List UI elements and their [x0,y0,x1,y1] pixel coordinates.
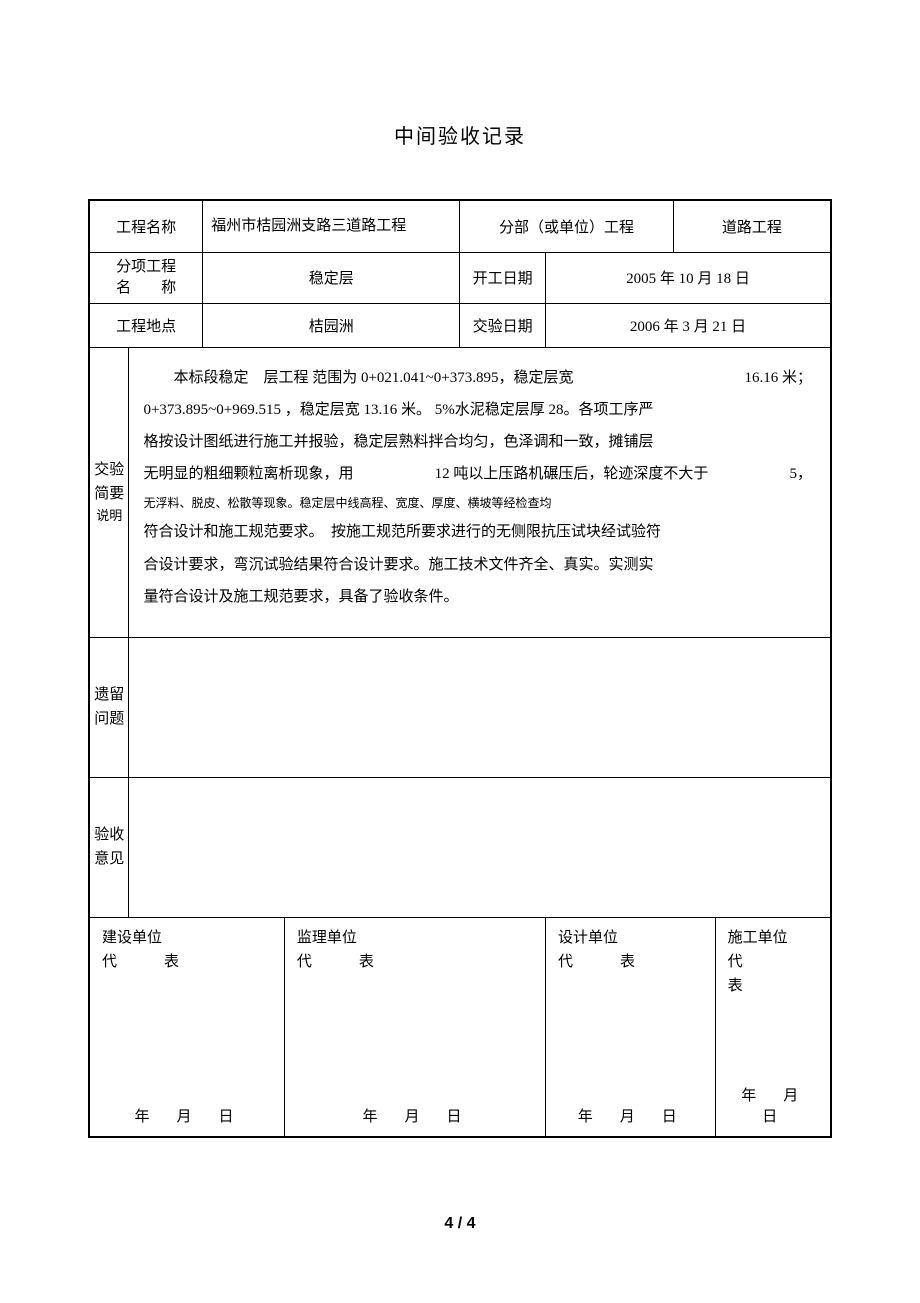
label-inspect-date: 交验日期 [460,303,546,347]
label-desc-l3: 说明 [90,506,128,527]
label-subitem-l1: 分项工程 [98,257,194,278]
label-remain: 遗留 问题 [89,637,129,777]
label-start-date: 开工日期 [460,252,546,303]
value-project-name: 福州市桔园洲支路三道路工程 [203,200,460,252]
label-desc-l2: 简要 [90,482,128,506]
label-desc-l1: 交验 [90,458,128,482]
label-opinion-l1: 验收 [90,823,128,847]
sig-build-unit: 施工单位 [728,926,818,950]
record-table: 工程名称 福州市桔园洲支路三道路工程 分部（或单位）工程 道路工程 分项工程 名… [88,199,832,1138]
value-subitem: 稳定层 [203,252,460,303]
remain-cell [129,637,831,777]
desc-l8: 量符合设计及施工规范要求，具备了验收条件。 [143,581,812,613]
label-remain-l1: 遗留 [90,683,128,707]
label-opinion: 验收 意见 [89,777,129,917]
desc-l3: 格按设计图纸进行施工并报验，稳定层熟料拌合均匀，色泽调和一致，摊铺层 [143,426,812,458]
sig-design: 设计单位 代 表 年 月 日 [546,917,716,1137]
label-remain-l2: 问题 [90,707,128,731]
desc-l4a: 无明显的粗细颗粒离析现象，用 [143,458,353,490]
value-inspect-date: 2006 年 3 月 21 日 [546,303,831,347]
document-title: 中间验收记录 [88,120,832,149]
description-text: 本标段稳定 层工程 范围为 0+021.041~0+373.895，稳定层宽 1… [129,348,830,628]
desc-l4b: 12 吨以上压路机碾压后，轮迹深度不大于 [435,458,709,490]
desc-l5: 无浮料、脱皮、松散等现象。稳定层中线高程、宽度、厚度、横坡等经检查均 [143,491,812,517]
label-project-name: 工程名称 [89,200,203,252]
desc-l7: 合设计要求，弯沉试验结果符合设计要求。施工技术文件齐全、真实。实测实 [143,549,812,581]
sig-supervise-rep: 代 表 [297,950,533,974]
opinion-cell [129,777,831,917]
page-number: 4 / 4 [0,1215,920,1233]
sig-construct-date: 年 月 日 [102,1105,272,1126]
label-subitem: 分项工程 名 称 [89,252,203,303]
sig-construct-unit: 建设单位 [102,926,272,950]
value-location: 桔园洲 [203,303,460,347]
sig-build: 施工单位 代 表 年 月 日 [715,917,831,1137]
value-start-date: 2005 年 10 月 18 日 [546,252,831,303]
value-division: 道路工程 [673,200,831,252]
description-cell: 本标段稳定 层工程 范围为 0+021.041~0+373.895，稳定层宽 1… [129,347,831,637]
sig-build-date: 年 月 日 [728,1084,818,1126]
label-description: 交验 简要 说明 [89,347,129,637]
desc-l2: 0+373.895~0+969.515 ，稳定层宽 13.16 米。 5%水泥稳… [143,394,812,426]
label-location: 工程地点 [89,303,203,347]
sig-supervise-unit: 监理单位 [297,926,533,950]
sig-build-rep: 代 表 [728,950,818,998]
sig-design-date: 年 月 日 [558,1105,703,1126]
sig-design-unit: 设计单位 [558,926,703,950]
label-division: 分部（或单位）工程 [460,200,673,252]
desc-l1b: 16.16 米； [744,362,812,394]
label-opinion-l2: 意见 [90,847,128,871]
sig-construct-rep: 代 表 [102,950,272,974]
sig-supervise-date: 年 月 日 [297,1105,533,1126]
sig-construct: 建设单位 代 表 年 月 日 [89,917,284,1137]
desc-l4c: 5， [789,458,812,490]
sig-design-rep: 代 表 [558,950,703,974]
desc-l1a: 本标段稳定 层工程 范围为 0+021.041~0+373.895，稳定层宽 [143,362,573,394]
desc-l6: 符合设计和施工规范要求。 按施工规范所要求进行的无侧限抗压试块经试验符 [143,516,812,548]
label-subitem-l2: 名 称 [98,278,194,299]
sig-supervise: 监理单位 代 表 年 月 日 [284,917,545,1137]
